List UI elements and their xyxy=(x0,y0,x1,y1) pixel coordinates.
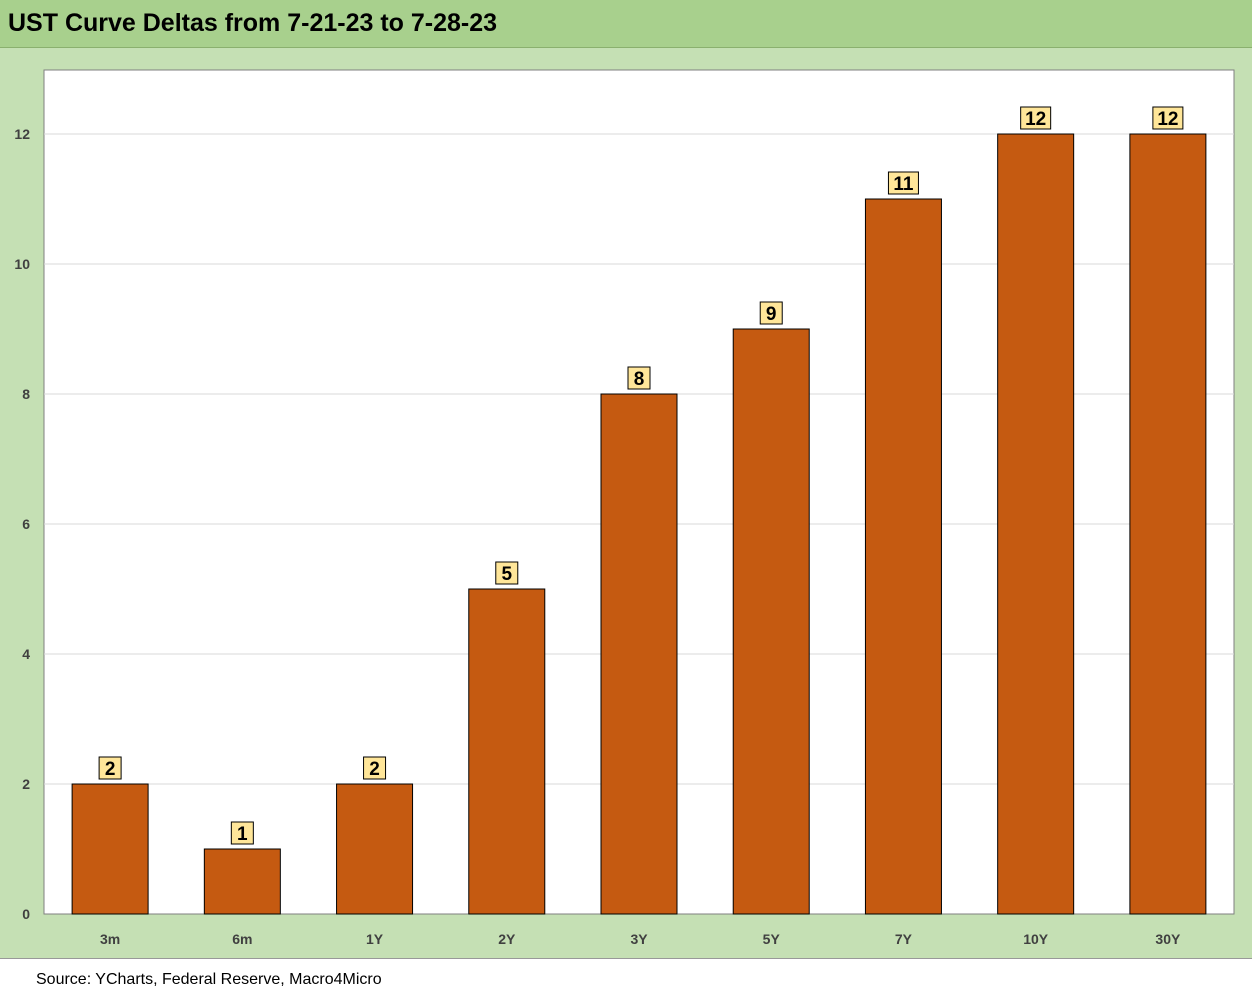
data-label-box xyxy=(887,171,919,195)
data-label-box xyxy=(759,301,783,325)
data-label: 2 xyxy=(363,756,387,780)
bar-5y xyxy=(732,328,810,915)
y-tick-label: 8 xyxy=(22,386,30,402)
y-tick-label: 2 xyxy=(22,776,30,792)
data-label-box xyxy=(1152,106,1184,130)
bar-1y xyxy=(336,783,414,915)
y-tick-label: 4 xyxy=(22,646,30,662)
data-label-box xyxy=(627,366,651,390)
bar-3y xyxy=(600,393,678,915)
x-tick-label: 2Y xyxy=(498,931,516,947)
data-label: 1 xyxy=(230,821,254,845)
data-label: 5 xyxy=(495,561,519,585)
title-bar: UST Curve Deltas from 7-21-23 to 7-28-23 xyxy=(0,0,1252,48)
y-tick-label: 12 xyxy=(14,126,30,142)
data-label-box xyxy=(98,756,122,780)
y-tick-label: 6 xyxy=(22,516,30,532)
source-note: Source: YCharts, Federal Reserve, Macro4… xyxy=(36,971,382,988)
data-label: 8 xyxy=(627,366,651,390)
data-label: 12 xyxy=(1020,106,1052,130)
bar-30y xyxy=(1129,133,1207,915)
y-tick-label: 10 xyxy=(14,256,30,272)
bar-3m xyxy=(71,783,149,915)
bar-7y xyxy=(864,198,942,915)
data-label: 12 xyxy=(1152,106,1184,130)
x-tick-label: 30Y xyxy=(1155,931,1181,947)
bars xyxy=(71,133,1207,915)
x-tick-label: 7Y xyxy=(895,931,913,947)
data-label: 11 xyxy=(887,171,919,195)
chart-title: UST Curve Deltas from 7-21-23 to 7-28-23 xyxy=(8,9,498,37)
x-tick-label: 10Y xyxy=(1023,931,1049,947)
data-label-value: 2 xyxy=(369,759,380,780)
data-label-value: 12 xyxy=(1157,109,1178,130)
x-axis: 3m 6m 1Y 2Y 3Y 5Y 7Y 10Y 30Y xyxy=(100,931,1181,947)
data-label-box xyxy=(363,756,387,780)
data-label-value: 8 xyxy=(634,369,645,390)
x-tick-label: 1Y xyxy=(366,931,384,947)
data-label-box xyxy=(495,561,519,585)
bar-2y xyxy=(468,588,546,915)
data-label-value: 9 xyxy=(766,304,777,325)
bar-6m xyxy=(203,848,281,915)
data-label: 2 xyxy=(98,756,122,780)
data-label-value: 11 xyxy=(893,174,914,195)
data-label-value: 1 xyxy=(237,824,248,845)
footer: Source: YCharts, Federal Reserve, Macro4… xyxy=(0,958,1252,1000)
bar-10y xyxy=(997,133,1075,915)
data-label-value: 2 xyxy=(105,759,116,780)
x-tick-label: 3Y xyxy=(630,931,648,947)
y-tick-label: 0 xyxy=(22,906,30,922)
data-label-box xyxy=(1020,106,1052,130)
data-label-box xyxy=(230,821,254,845)
data-label-value: 5 xyxy=(501,564,512,585)
x-tick-label: 3m xyxy=(100,931,120,947)
x-tick-label: 6m xyxy=(232,931,252,947)
y-axis: 0 2 4 6 8 10 12 xyxy=(14,126,30,922)
data-label: 9 xyxy=(759,301,783,325)
x-tick-label: 5Y xyxy=(763,931,781,947)
data-label-value: 12 xyxy=(1025,109,1046,130)
